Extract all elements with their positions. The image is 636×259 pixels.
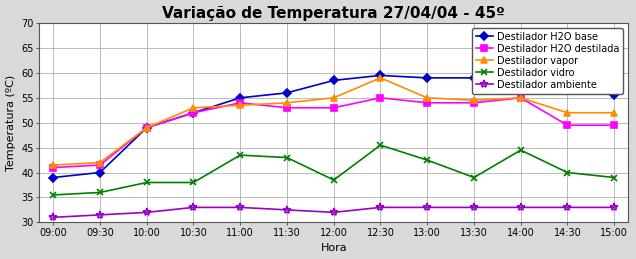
Destilador H2O destilada — [50, 166, 57, 169]
Destilador H2O base — [563, 76, 571, 80]
Line: Destilador H2O base: Destilador H2O base — [50, 73, 617, 180]
Line: Destilador ambiente: Destilador ambiente — [49, 203, 618, 221]
Destilador H2O base — [470, 76, 478, 80]
Destilador vidro — [377, 143, 384, 147]
Destilador ambiente — [237, 206, 244, 209]
Line: Destilador vapor: Destilador vapor — [50, 74, 618, 169]
Destilador vidro — [143, 181, 151, 184]
Destilador vapor — [143, 126, 151, 129]
Destilador H2O destilada — [283, 106, 291, 109]
Line: Destilador vidro: Destilador vidro — [50, 142, 618, 198]
Destilador H2O destilada — [237, 101, 244, 104]
Destilador vapor — [517, 96, 525, 99]
Destilador vidro — [96, 191, 104, 194]
Destilador vapor — [563, 111, 571, 114]
Destilador vidro — [283, 156, 291, 159]
Destilador H2O destilada — [517, 96, 525, 99]
Destilador ambiente — [330, 211, 338, 214]
Destilador H2O base — [330, 79, 338, 82]
Destilador ambiente — [611, 206, 618, 209]
Destilador H2O destilada — [470, 101, 478, 104]
Destilador vapor — [283, 101, 291, 104]
Destilador H2O destilada — [143, 126, 151, 129]
Destilador H2O base — [611, 94, 618, 97]
Destilador ambiente — [424, 206, 431, 209]
Destilador vapor — [424, 96, 431, 99]
Destilador vapor — [377, 76, 384, 80]
Destilador H2O destilada — [424, 101, 431, 104]
Destilador H2O base — [283, 91, 291, 94]
Destilador ambiente — [143, 211, 151, 214]
Destilador H2O base — [143, 126, 151, 129]
Destilador ambiente — [517, 206, 525, 209]
Destilador vidro — [424, 159, 431, 162]
Line: Destilador H2O destilada: Destilador H2O destilada — [50, 95, 617, 170]
Destilador vapor — [330, 96, 338, 99]
Destilador vidro — [50, 193, 57, 197]
Destilador H2O base — [50, 176, 57, 179]
Destilador H2O base — [237, 96, 244, 99]
Destilador ambiente — [377, 206, 384, 209]
Destilador H2O destilada — [611, 124, 618, 127]
Destilador H2O destilada — [330, 106, 338, 109]
Destilador vapor — [611, 111, 618, 114]
X-axis label: Hora: Hora — [321, 243, 347, 254]
Title: Variação de Temperatura 27/04/04 - 45º: Variação de Temperatura 27/04/04 - 45º — [162, 5, 505, 20]
Destilador H2O destilada — [96, 163, 104, 167]
Destilador ambiente — [283, 208, 291, 211]
Destilador ambiente — [470, 206, 478, 209]
Destilador vapor — [237, 104, 244, 107]
Destilador ambiente — [190, 206, 197, 209]
Destilador ambiente — [563, 206, 571, 209]
Legend: Destilador H2O base, Destilador H2O destilada, Destilador vapor, Destilador vidr: Destilador H2O base, Destilador H2O dest… — [472, 28, 623, 93]
Destilador H2O base — [190, 111, 197, 114]
Destilador vidro — [611, 176, 618, 179]
Y-axis label: Temperatura (ºC): Temperatura (ºC) — [6, 75, 15, 171]
Destilador H2O base — [96, 171, 104, 174]
Destilador vapor — [50, 163, 57, 167]
Destilador H2O base — [424, 76, 431, 80]
Destilador vidro — [563, 171, 571, 174]
Destilador vidro — [237, 154, 244, 157]
Destilador vidro — [470, 176, 478, 179]
Destilador H2O destilada — [377, 96, 384, 99]
Destilador ambiente — [50, 216, 57, 219]
Destilador H2O base — [377, 74, 384, 77]
Destilador vidro — [190, 181, 197, 184]
Destilador vidro — [330, 178, 338, 182]
Destilador vapor — [190, 106, 197, 109]
Destilador vidro — [517, 149, 525, 152]
Destilador ambiente — [96, 213, 104, 217]
Destilador vapor — [470, 99, 478, 102]
Destilador H2O destilada — [563, 124, 571, 127]
Destilador H2O destilada — [190, 111, 197, 114]
Destilador H2O base — [517, 76, 525, 80]
Destilador vapor — [96, 161, 104, 164]
